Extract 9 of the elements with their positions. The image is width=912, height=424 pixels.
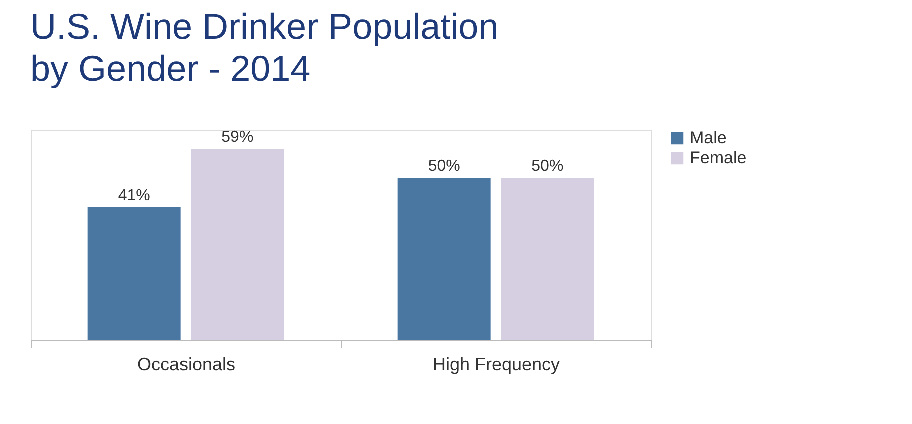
x-tick-label: High Frequency: [432, 354, 560, 374]
data-label: 50%: [532, 158, 564, 176]
legend-label: Female: [690, 148, 747, 168]
data-label: 50%: [428, 158, 460, 176]
data-label: 59%: [222, 129, 254, 146]
x-tick-label: Occasionals: [137, 354, 236, 374]
legend-label: Male: [690, 128, 727, 148]
chart-title: U.S. Wine Drinker Population by Gender - 2014: [30, 6, 499, 90]
data-label: 41%: [118, 187, 150, 204]
